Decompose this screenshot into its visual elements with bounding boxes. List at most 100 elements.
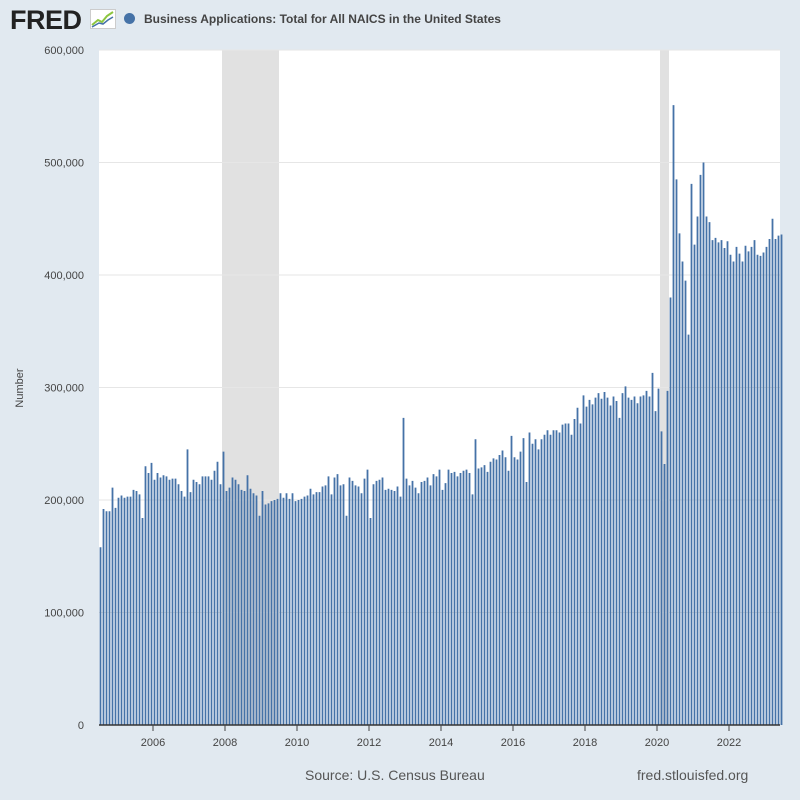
bar — [519, 451, 522, 726]
bar — [132, 489, 135, 726]
bar — [633, 396, 636, 725]
bar — [396, 486, 399, 725]
bar — [417, 493, 420, 725]
bar — [555, 430, 558, 725]
bar — [726, 241, 729, 725]
y-tick-label: 300,000 — [44, 383, 84, 395]
bar — [648, 396, 651, 725]
bar — [714, 237, 717, 726]
bar — [285, 493, 288, 725]
legend-marker — [124, 13, 135, 24]
bar — [588, 399, 591, 726]
bar — [591, 404, 594, 726]
bar — [660, 431, 663, 726]
bar — [678, 233, 681, 725]
bar — [513, 457, 516, 725]
bar — [765, 246, 768, 726]
bar — [105, 511, 108, 725]
fred-logo[interactable]: FRED — [10, 5, 82, 35]
site-link[interactable]: fred.stlouisfed.org — [637, 767, 749, 783]
bar — [708, 222, 711, 726]
bar — [294, 501, 297, 726]
bar — [498, 455, 501, 725]
bar — [594, 397, 597, 726]
bar — [681, 261, 684, 725]
bar — [546, 430, 549, 725]
bar — [699, 174, 702, 726]
bar — [732, 261, 735, 725]
bar — [315, 492, 318, 726]
x-tick-label: 2008 — [213, 737, 237, 749]
bar — [384, 489, 387, 726]
bar — [603, 392, 606, 725]
bar — [276, 498, 279, 726]
bar — [438, 469, 441, 726]
bar — [597, 393, 600, 726]
bar — [282, 497, 285, 725]
bar — [432, 474, 435, 726]
bar — [693, 244, 696, 726]
bar — [636, 403, 639, 725]
bar — [390, 489, 393, 726]
bar — [408, 485, 411, 726]
bar — [366, 469, 369, 726]
bar — [150, 462, 153, 726]
bar — [579, 423, 582, 725]
x-tick-label: 2016 — [501, 737, 525, 749]
bar — [738, 253, 741, 726]
bar — [486, 471, 489, 726]
bar — [153, 479, 156, 725]
bar — [195, 482, 198, 725]
bar — [453, 471, 456, 726]
bar — [729, 254, 732, 725]
bar — [381, 477, 384, 725]
y-tick-label: 500,000 — [44, 158, 84, 170]
y-tick-label: 600,000 — [44, 45, 84, 57]
bar — [711, 240, 714, 725]
bar — [156, 473, 159, 725]
bar — [459, 473, 462, 725]
bar — [762, 252, 765, 725]
bar — [525, 482, 528, 725]
bar — [258, 515, 261, 725]
bar — [261, 491, 264, 725]
y-tick-label: 400,000 — [44, 270, 84, 282]
bar — [231, 477, 234, 725]
bar — [423, 480, 426, 726]
bar — [198, 484, 201, 725]
bar — [255, 495, 258, 725]
bar — [495, 459, 498, 725]
bar — [387, 488, 390, 725]
bar — [297, 500, 300, 725]
bar — [669, 297, 672, 725]
bar — [489, 461, 492, 725]
bar — [771, 218, 774, 725]
bar — [342, 484, 345, 725]
x-tick-label: 2012 — [357, 737, 381, 749]
bar — [222, 451, 225, 726]
bar — [225, 491, 228, 725]
bar — [171, 478, 174, 726]
bar — [516, 459, 519, 725]
bar — [207, 476, 210, 726]
bar — [264, 504, 267, 725]
bar — [402, 417, 405, 726]
bar — [600, 398, 603, 725]
bar — [267, 503, 270, 726]
bar — [303, 496, 306, 726]
bar — [288, 498, 291, 726]
bar — [216, 461, 219, 725]
source-note: Source: U.S. Census Bureau — [305, 767, 485, 783]
bar — [480, 467, 483, 726]
bar — [144, 466, 147, 725]
bar — [567, 423, 570, 725]
bar — [192, 479, 195, 725]
bar — [606, 397, 609, 726]
bar — [201, 476, 204, 726]
grid-lines — [99, 49, 780, 613]
bar — [339, 485, 342, 726]
bar — [435, 476, 438, 726]
y-axis-label: Number — [14, 368, 26, 408]
y-tick-label: 100,000 — [44, 608, 84, 620]
bar — [108, 511, 111, 725]
